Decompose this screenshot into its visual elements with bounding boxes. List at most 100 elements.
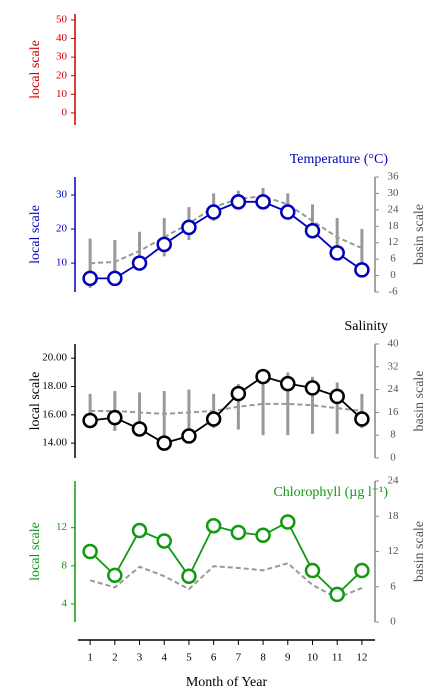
point bbox=[131, 522, 148, 539]
y2-tick-label: 18 bbox=[388, 510, 400, 522]
y2-axis-label: basin scale bbox=[412, 370, 427, 431]
point bbox=[156, 435, 172, 451]
point bbox=[107, 270, 123, 287]
y2-tick-label: 32 bbox=[388, 360, 399, 372]
y-tick-label: 16.00 bbox=[42, 408, 67, 420]
panel-title: Chlorophyll (µg l⁻¹) bbox=[273, 485, 388, 500]
x-tick-label: 3 bbox=[137, 652, 143, 664]
point bbox=[82, 412, 98, 429]
point bbox=[255, 368, 271, 385]
y2-tick-label: 24 bbox=[388, 475, 400, 487]
y-tick-label: 30 bbox=[56, 51, 68, 63]
x-tick-label: 11 bbox=[332, 652, 343, 664]
y-tick-label: 10 bbox=[56, 88, 68, 100]
point bbox=[230, 385, 247, 402]
point bbox=[205, 518, 222, 534]
point bbox=[329, 586, 345, 603]
y2-tick-label: 18 bbox=[388, 220, 400, 232]
y2-tick-label: 24 bbox=[388, 203, 400, 215]
y-tick-label: 4 bbox=[62, 597, 68, 609]
y2-tick-label: 12 bbox=[388, 545, 399, 557]
y2-tick-label: 12 bbox=[388, 236, 399, 248]
y2-tick-label: 24 bbox=[388, 383, 400, 395]
point bbox=[107, 567, 123, 584]
y-tick-label: 14.00 bbox=[42, 437, 67, 449]
y2-axis-label: basin scale bbox=[412, 521, 427, 582]
point bbox=[280, 204, 296, 220]
y-tick-label: 30 bbox=[56, 189, 68, 201]
point bbox=[354, 562, 370, 579]
y-axis-label: local scale bbox=[28, 40, 43, 99]
point bbox=[230, 194, 247, 210]
x-tick-label: 12 bbox=[356, 652, 367, 664]
point bbox=[82, 543, 98, 560]
point bbox=[205, 204, 222, 220]
point bbox=[82, 270, 98, 287]
panel-title: Salinity bbox=[344, 319, 388, 334]
y-tick-label: 20 bbox=[56, 69, 68, 81]
point bbox=[354, 262, 370, 278]
y2-tick-label: 30 bbox=[388, 187, 400, 199]
point bbox=[304, 223, 321, 239]
point bbox=[156, 533, 172, 549]
point bbox=[354, 411, 370, 427]
point bbox=[280, 514, 296, 530]
y-tick-label: 20 bbox=[56, 223, 68, 235]
y2-tick-label: 36 bbox=[388, 171, 400, 183]
y-axis-label: local scale bbox=[28, 372, 43, 431]
point bbox=[329, 245, 345, 261]
point bbox=[107, 409, 123, 426]
point bbox=[181, 219, 197, 236]
local-line bbox=[89, 520, 363, 596]
point bbox=[205, 411, 222, 427]
point bbox=[156, 236, 172, 253]
x-tick-label: 4 bbox=[161, 652, 167, 664]
point bbox=[304, 380, 321, 396]
x-tick-label: 6 bbox=[211, 652, 217, 664]
y-axis-label: local scale bbox=[28, 522, 43, 581]
y2-tick-label: 40 bbox=[388, 338, 400, 350]
y-tick-label: 18.00 bbox=[42, 380, 67, 392]
x-tick-label: 7 bbox=[236, 652, 242, 664]
basin-line bbox=[90, 195, 363, 265]
y-tick-label: 20.00 bbox=[42, 352, 67, 364]
y-tick-label: 40 bbox=[56, 32, 68, 44]
y2-tick-label: 0 bbox=[390, 616, 396, 628]
local-line bbox=[90, 200, 363, 280]
x-tick-label: 9 bbox=[285, 652, 291, 664]
point bbox=[181, 568, 197, 585]
x-tick-label: 10 bbox=[307, 652, 319, 664]
y2-tick-label: -6 bbox=[388, 286, 398, 298]
y-axis-label: local scale bbox=[28, 205, 43, 264]
y2-tick-label: 16 bbox=[388, 406, 400, 418]
y2-tick-label: 6 bbox=[390, 580, 396, 592]
panel-title: Temperature (°C) bbox=[290, 152, 389, 167]
point bbox=[131, 255, 148, 271]
y2-tick-label: 8 bbox=[390, 429, 396, 441]
basin-line bbox=[89, 562, 363, 600]
x-axis-label: Month of Year bbox=[186, 675, 268, 690]
y-tick-label: 8 bbox=[62, 559, 68, 571]
point bbox=[131, 421, 148, 437]
y2-axis-label: basin scale bbox=[412, 204, 427, 265]
x-tick-label: 5 bbox=[186, 652, 192, 664]
y2-tick-label: 0 bbox=[390, 452, 396, 464]
y2-tick-label: 6 bbox=[390, 253, 396, 265]
y2-tick-label: 0 bbox=[390, 269, 396, 281]
y-tick-label: 50 bbox=[56, 13, 68, 25]
point bbox=[230, 524, 247, 541]
x-tick-label: 8 bbox=[260, 652, 266, 664]
x-tick-label: 1 bbox=[87, 652, 93, 664]
point bbox=[329, 388, 345, 405]
point bbox=[255, 527, 271, 544]
y-tick-label: 0 bbox=[62, 106, 68, 118]
y-tick-label: 10 bbox=[56, 257, 68, 269]
basin-line bbox=[90, 402, 363, 415]
point bbox=[255, 194, 271, 210]
y-tick-label: 12 bbox=[56, 521, 67, 533]
x-tick-label: 2 bbox=[112, 652, 118, 664]
point bbox=[280, 375, 296, 392]
point bbox=[181, 428, 197, 444]
point bbox=[304, 562, 321, 579]
